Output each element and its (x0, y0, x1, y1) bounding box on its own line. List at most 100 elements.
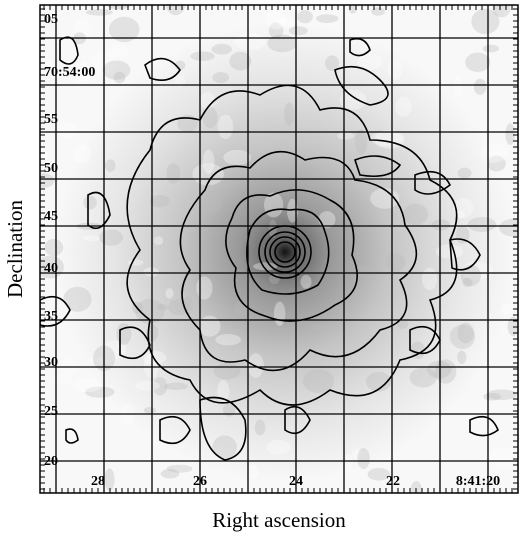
noise (266, 9, 288, 29)
noise (487, 389, 517, 400)
noise (57, 122, 77, 139)
x-tick-label: 26 (193, 474, 207, 489)
noise (150, 195, 170, 208)
noise (461, 265, 481, 286)
y-axis-label: Declination (3, 200, 27, 298)
noise (266, 440, 290, 455)
noise (465, 52, 490, 71)
noise (211, 44, 231, 55)
noise (73, 144, 91, 163)
noise (505, 123, 514, 145)
noise (457, 351, 466, 364)
noise (255, 419, 266, 435)
noise (410, 368, 437, 388)
noise (501, 303, 515, 314)
y-tick-label: 35 (44, 309, 58, 324)
noise (274, 302, 286, 326)
noise (168, 299, 189, 315)
x-tick-label: 28 (91, 474, 105, 489)
noise (284, 102, 294, 125)
y-tick-label: 70:54:00 (44, 65, 95, 80)
x-tick-label: 8:41:20 (456, 474, 500, 489)
noise (86, 9, 113, 15)
noise (454, 75, 462, 98)
x-tick-label: 24 (289, 474, 303, 489)
noise (357, 448, 369, 469)
y-tick-label: 20 (44, 454, 58, 469)
noise (235, 301, 249, 316)
y-tick-label: 05 (44, 12, 58, 27)
x-axis-label: Right ascension (212, 508, 346, 532)
noise (395, 97, 411, 117)
x-tick-label: 22 (386, 474, 400, 489)
noise (371, 7, 385, 15)
noise (128, 259, 144, 265)
noise (99, 229, 123, 245)
noise (450, 325, 475, 349)
noise (223, 150, 251, 165)
noise (105, 159, 116, 172)
noise (269, 273, 280, 284)
noise (431, 219, 450, 230)
noise (385, 253, 406, 271)
noise (483, 45, 499, 53)
noise (161, 469, 180, 479)
noise (157, 304, 168, 311)
noise (63, 287, 91, 312)
noise (499, 219, 528, 237)
noise (289, 26, 308, 35)
noise (135, 381, 160, 391)
y-tick-label: 50 (44, 161, 58, 176)
noise (268, 34, 297, 52)
noise (422, 268, 437, 290)
sky-image (32, 0, 528, 496)
noise (83, 196, 96, 210)
noise (297, 10, 313, 23)
noise (165, 288, 173, 299)
noise (103, 61, 131, 80)
noise (83, 235, 101, 241)
noise (311, 169, 334, 177)
noise (202, 106, 217, 128)
noise (316, 14, 339, 23)
noise (167, 163, 181, 184)
noise (223, 404, 235, 417)
noise (357, 265, 371, 276)
noise (164, 382, 188, 390)
noise (196, 276, 212, 299)
y-tick-label: 40 (44, 261, 58, 276)
noise (474, 79, 486, 95)
noise (479, 143, 508, 162)
noise (388, 59, 402, 80)
noise (468, 217, 497, 232)
noise (458, 168, 472, 179)
noise (72, 378, 102, 392)
noise (116, 323, 131, 345)
noise (45, 239, 64, 256)
noise (218, 115, 233, 139)
noise (105, 468, 115, 491)
chart: 282624228:41:200570:54:00555045403530252… (0, 0, 528, 542)
noise (120, 405, 135, 425)
noise (235, 33, 266, 50)
noise (310, 324, 330, 332)
noise (355, 129, 367, 155)
noise (214, 363, 241, 379)
noise (300, 275, 311, 289)
y-tick-label: 25 (44, 404, 58, 419)
noise (154, 236, 164, 244)
noise (143, 267, 159, 276)
noise (52, 374, 72, 385)
noise (199, 316, 221, 337)
noise (493, 0, 511, 17)
noise (264, 193, 283, 218)
noise (144, 407, 156, 414)
noise (143, 351, 166, 365)
y-tick-label: 30 (44, 355, 58, 370)
noise (489, 447, 518, 468)
noise (215, 334, 241, 345)
noise (337, 132, 354, 140)
noise (190, 51, 214, 61)
noise (403, 204, 428, 225)
y-tick-label: 55 (44, 112, 58, 127)
